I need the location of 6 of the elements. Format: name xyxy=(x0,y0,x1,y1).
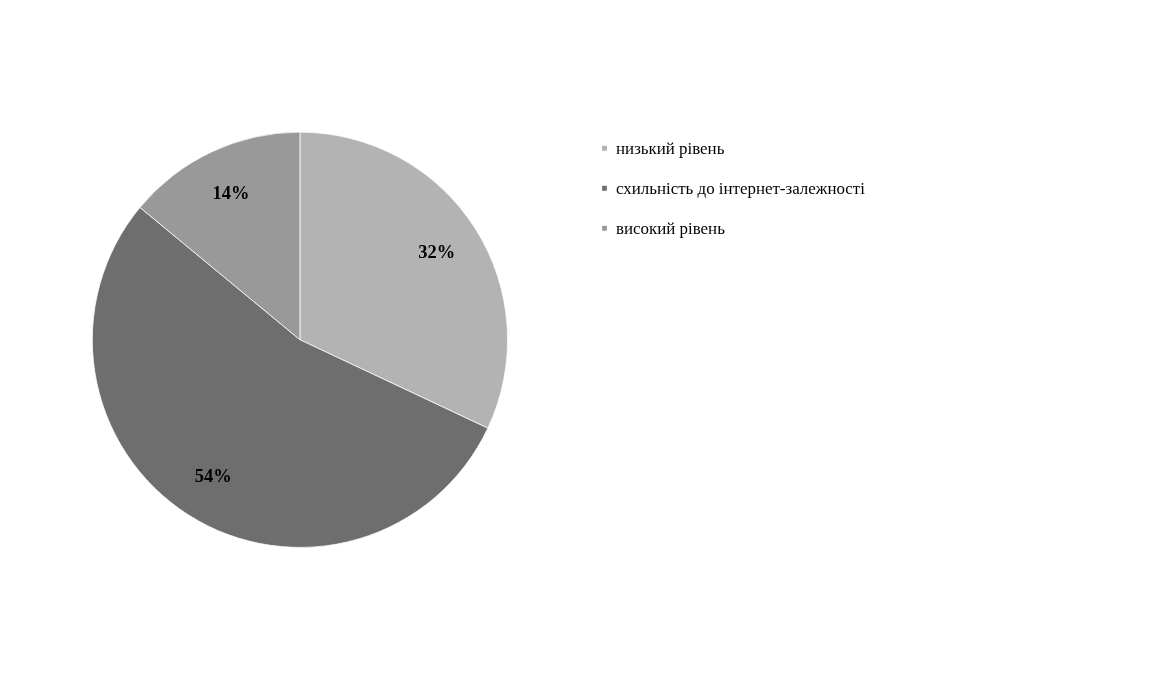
data-label: 54% xyxy=(194,465,232,486)
legend-label: низький рівень xyxy=(616,138,725,158)
data-label: 14% xyxy=(212,182,250,203)
legend-label: схильність до інтернет-залежності xyxy=(616,178,866,198)
legend-label: високий рівень xyxy=(616,218,726,238)
data-label: 32% xyxy=(418,242,456,263)
